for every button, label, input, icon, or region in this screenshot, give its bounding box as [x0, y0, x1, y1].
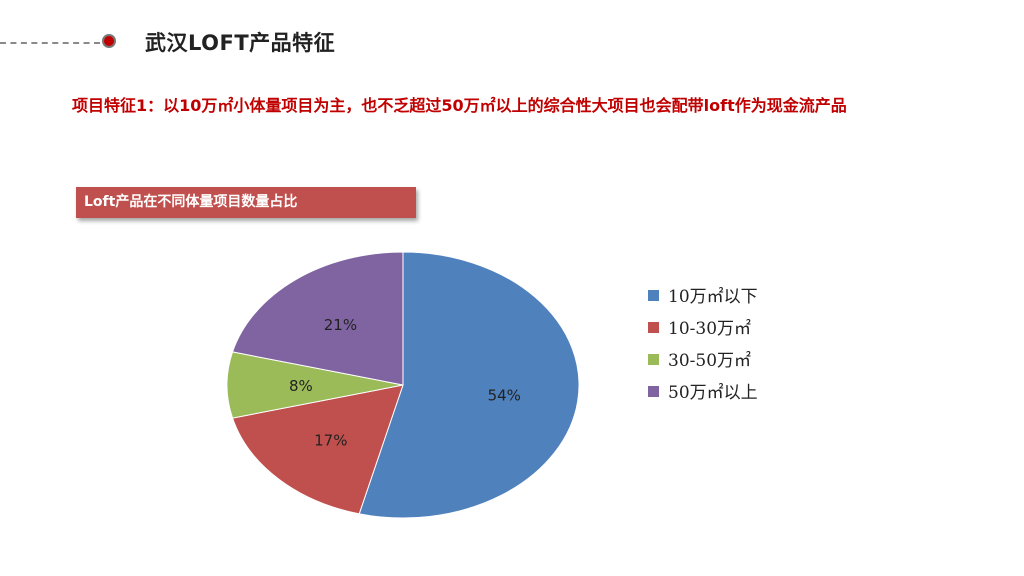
legend-label-3: 30-50万㎡: [668, 351, 751, 371]
pie-slice-3: [226, 351, 404, 419]
legend-swatch-3: [648, 354, 659, 365]
header-dashed-line: [0, 42, 100, 44]
pie-data-label-1: 54%: [488, 387, 521, 405]
legend-swatch-4: [648, 386, 659, 397]
feature-description: 项目特征1：以10万㎡小体量项目为主，也不乏超过50万㎡以上的综合性大项目也会配…: [72, 96, 847, 115]
pie-data-label-2: 17%: [314, 432, 347, 450]
pie-data-label-3: 8%: [289, 377, 313, 395]
chart-legend: 10万㎡以下 10-30万㎡ 30-50万㎡ 50万㎡以上: [648, 287, 758, 403]
pie-data-labels: 54% 17% 8% 21%: [289, 316, 521, 449]
pie-slice-2: [231, 384, 404, 515]
header-bullet-dot: [102, 34, 116, 48]
pie-slice-1: [358, 251, 580, 519]
pie-slice-4: [231, 251, 404, 386]
legend-label-4: 50万㎡以上: [668, 383, 758, 403]
legend-swatch-2: [648, 322, 659, 333]
chart-title-banner: Loft产品在不同体量项目数量占比: [76, 187, 416, 218]
legend-label-2: 10-30万㎡: [668, 319, 751, 339]
legend-swatch-1: [648, 290, 659, 301]
page-title: 武汉LOFT产品特征: [145, 31, 336, 55]
pie-data-label-4: 21%: [324, 316, 357, 334]
pie-slices: [226, 251, 580, 519]
legend-label-1: 10万㎡以下: [668, 287, 758, 307]
